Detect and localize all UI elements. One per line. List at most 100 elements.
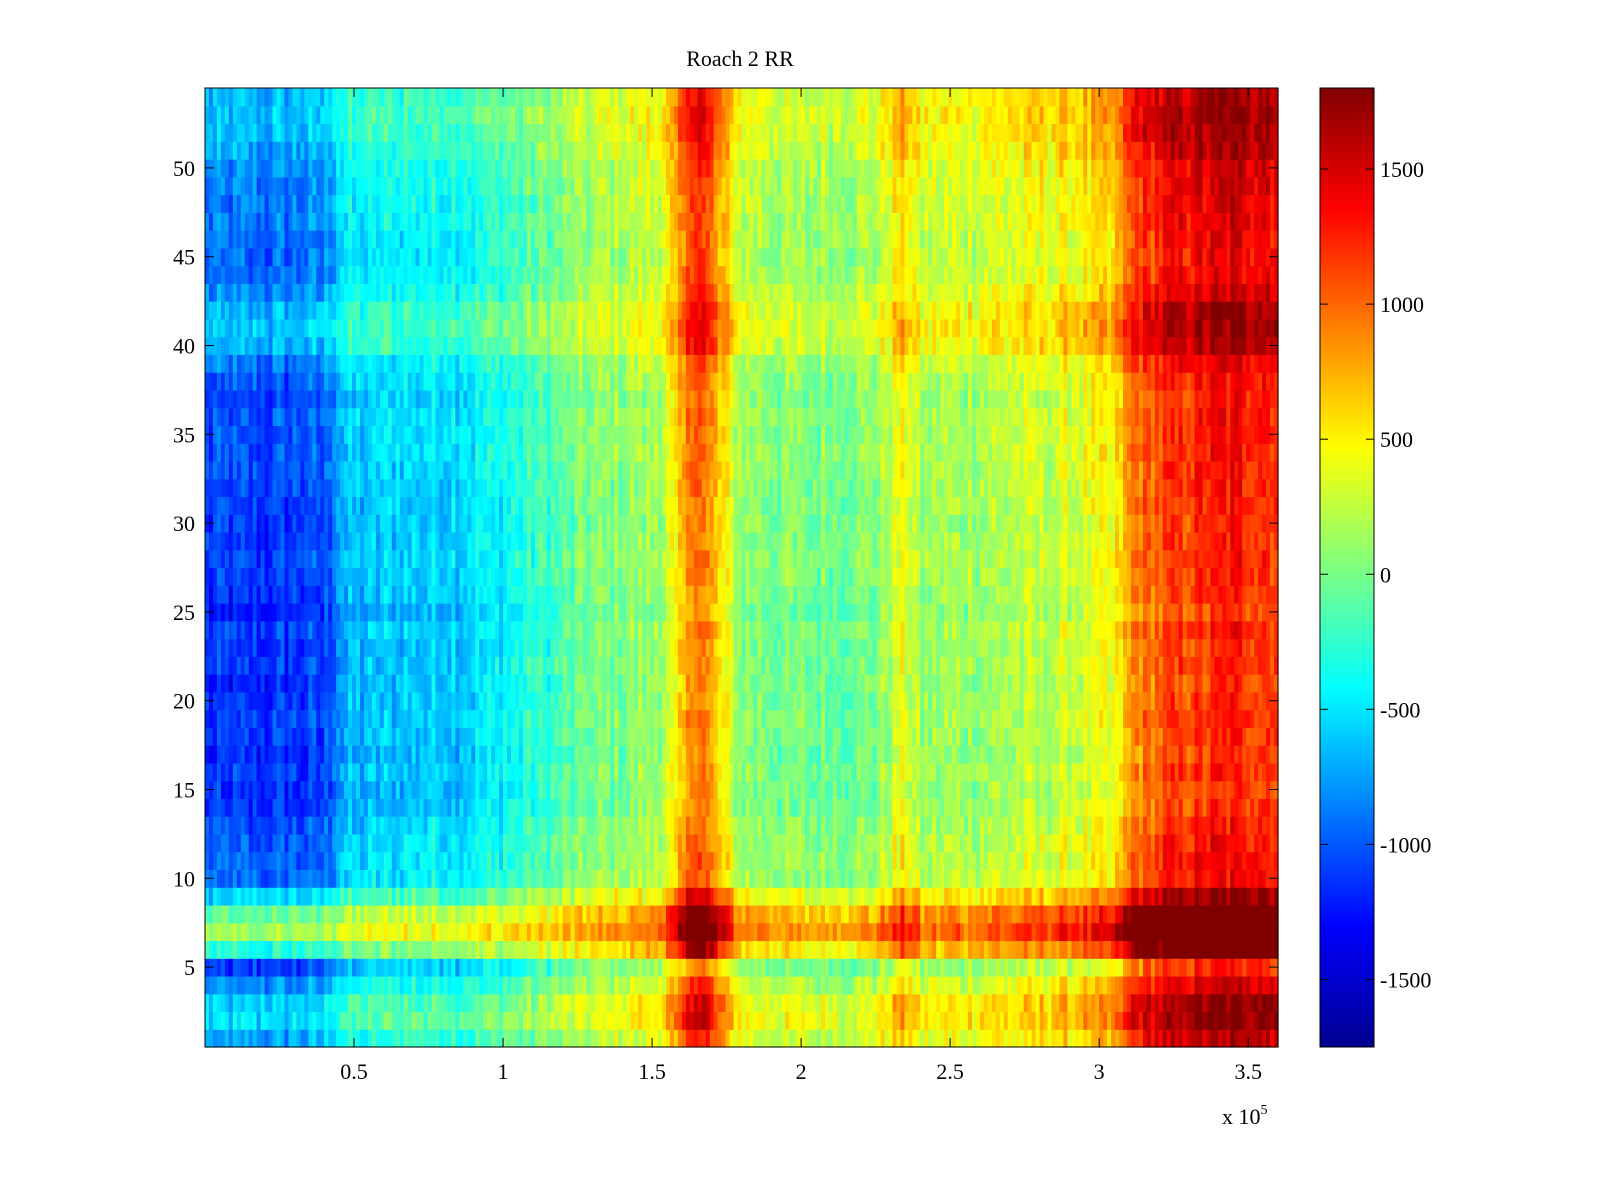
heatmap-cell xyxy=(205,833,210,853)
heatmap-cell xyxy=(793,922,798,942)
heatmap-cell xyxy=(1075,958,1080,977)
heatmap-cell xyxy=(928,922,933,942)
heatmap-cell xyxy=(745,904,751,924)
heatmap-cell xyxy=(1103,1029,1108,1048)
heatmap-cell xyxy=(1150,745,1156,764)
heatmap-cell xyxy=(359,745,365,764)
heatmap-cell xyxy=(1162,762,1168,782)
heatmap-cell xyxy=(1150,780,1156,799)
heatmap-cell xyxy=(320,780,325,799)
heatmap-cell xyxy=(359,727,365,746)
heatmap-cell xyxy=(626,762,631,782)
heatmap-cell xyxy=(757,993,762,1013)
heatmap-cell xyxy=(979,887,985,906)
heatmap-cell xyxy=(1226,940,1231,959)
heatmap-cell xyxy=(681,922,687,942)
heatmap-cell xyxy=(475,851,480,871)
heatmap-cell xyxy=(900,1029,906,1048)
heatmap-cell xyxy=(725,1011,731,1030)
heatmap-cell xyxy=(721,1029,727,1048)
heatmap-cell xyxy=(1123,816,1128,835)
heatmap-cell xyxy=(1075,940,1080,959)
heatmap-cell xyxy=(1075,816,1080,835)
heatmap-cell xyxy=(479,869,484,888)
heatmap-cell xyxy=(407,851,413,871)
heatmap-cell xyxy=(725,833,731,853)
heatmap-cell xyxy=(1103,851,1108,871)
heatmap-cell xyxy=(1158,940,1164,959)
heatmap-cell xyxy=(546,762,552,782)
heatmap-cell xyxy=(558,887,564,906)
heatmap-cell xyxy=(578,780,584,799)
heatmap-cell xyxy=(1103,922,1108,942)
heatmap-cell xyxy=(268,816,274,835)
heatmap-cell xyxy=(956,1029,961,1048)
heatmap-cell xyxy=(634,869,639,888)
heatmap-cell xyxy=(892,851,898,871)
heatmap-cell xyxy=(797,958,802,977)
heatmap-cell xyxy=(820,958,826,977)
heatmap-cell xyxy=(1071,975,1076,995)
heatmap-cell xyxy=(304,851,309,871)
heatmap-cell xyxy=(1075,975,1080,995)
heatmap-cell xyxy=(260,851,266,871)
heatmap-cell xyxy=(828,745,834,764)
heatmap-cell xyxy=(308,745,313,764)
heatmap-cell xyxy=(638,816,643,835)
heatmap-cell xyxy=(1083,833,1088,853)
heatmap-cell xyxy=(936,975,941,995)
heatmap-cell xyxy=(336,887,341,906)
heatmap-cell xyxy=(526,904,532,924)
heatmap-cell xyxy=(511,904,516,924)
heatmap-cell xyxy=(423,1029,429,1048)
heatmap-cell xyxy=(407,904,413,924)
heatmap-cell xyxy=(431,1029,437,1048)
heatmap-cell xyxy=(292,762,297,782)
heatmap-cell xyxy=(757,922,762,942)
heatmap-cell xyxy=(964,762,969,782)
heatmap-cell xyxy=(1047,975,1053,995)
heatmap-cell xyxy=(618,1029,623,1048)
heatmap-cell xyxy=(765,727,770,746)
heatmap-cell xyxy=(574,922,580,942)
heatmap-cell xyxy=(669,1029,675,1048)
heatmap-cell xyxy=(383,727,389,746)
heatmap-cell xyxy=(721,833,727,853)
heatmap-cell xyxy=(208,727,214,746)
heatmap-cell xyxy=(1238,727,1243,746)
heatmap-cell xyxy=(292,709,297,728)
heatmap-cell xyxy=(391,833,397,853)
heatmap-cell xyxy=(1206,887,1212,906)
heatmap-cell xyxy=(805,869,810,888)
heatmap-cell xyxy=(824,1029,830,1048)
heatmap-cell xyxy=(598,922,603,942)
heatmap-cell xyxy=(840,780,846,799)
heatmap-cell xyxy=(316,1011,321,1030)
heatmap-cell xyxy=(1043,833,1049,853)
heatmap-cell xyxy=(240,1029,246,1048)
heatmap-cell xyxy=(987,975,993,995)
heatmap-cell xyxy=(292,940,297,959)
heatmap-cell xyxy=(765,780,770,799)
heatmap-cell xyxy=(665,975,671,995)
heatmap-cell xyxy=(785,727,790,746)
heatmap-cell xyxy=(630,993,635,1013)
heatmap-cell xyxy=(582,993,588,1013)
heatmap-cell xyxy=(455,709,460,728)
heatmap-cell xyxy=(1007,727,1013,746)
heatmap-cell xyxy=(352,745,357,764)
heatmap-cell xyxy=(590,922,596,942)
heatmap-cell xyxy=(852,762,858,782)
heatmap-cell xyxy=(662,887,667,906)
heatmap-cell xyxy=(944,869,949,888)
heatmap-cell xyxy=(1246,887,1251,906)
heatmap-cell xyxy=(1202,975,1208,995)
heatmap-cell xyxy=(359,904,365,924)
heatmap-cell xyxy=(491,709,496,728)
heatmap-cell xyxy=(681,940,687,959)
heatmap-cell xyxy=(260,904,266,924)
heatmap-cell xyxy=(296,940,301,959)
heatmap-cell xyxy=(1166,887,1172,906)
heatmap-cell xyxy=(252,1029,258,1048)
heatmap-cell xyxy=(880,851,886,871)
